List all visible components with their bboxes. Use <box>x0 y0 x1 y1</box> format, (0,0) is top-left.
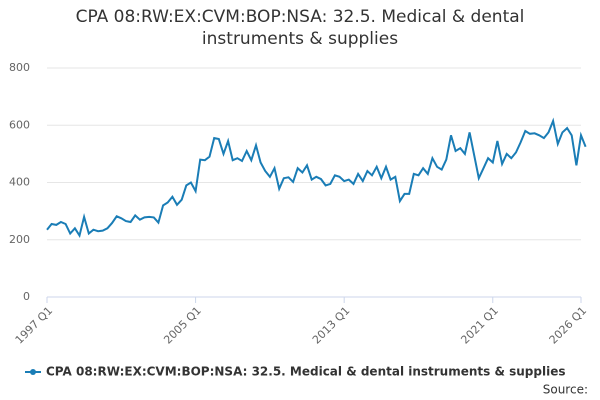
y-tick-label: 0 <box>23 290 30 303</box>
y-tick-label: 800 <box>9 61 30 74</box>
source: Source: <box>543 383 588 397</box>
x-tick-label: 1997 Q1 <box>13 304 56 347</box>
x-tick-label: 2005 Q1 <box>161 304 204 347</box>
y-tick-label: 400 <box>9 176 30 189</box>
x-tick-label: 2026 Q1 <box>547 304 590 347</box>
x-tick-label: 2013 Q1 <box>310 304 353 347</box>
y-tick-label: 600 <box>9 118 30 131</box>
line <box>46 117 587 239</box>
x-tick-label: 2021 Q1 <box>458 304 501 347</box>
chart-title: CPA 08:RW:EX:CVM:BOP:NSA: 32.5. Medical … <box>75 7 525 49</box>
legend-label: CPA 08:RW:EX:CVM:BOP:NSA: 32.5. Medical … <box>46 365 566 379</box>
legend-marker <box>30 369 36 375</box>
y-tick-label: 200 <box>9 233 30 246</box>
